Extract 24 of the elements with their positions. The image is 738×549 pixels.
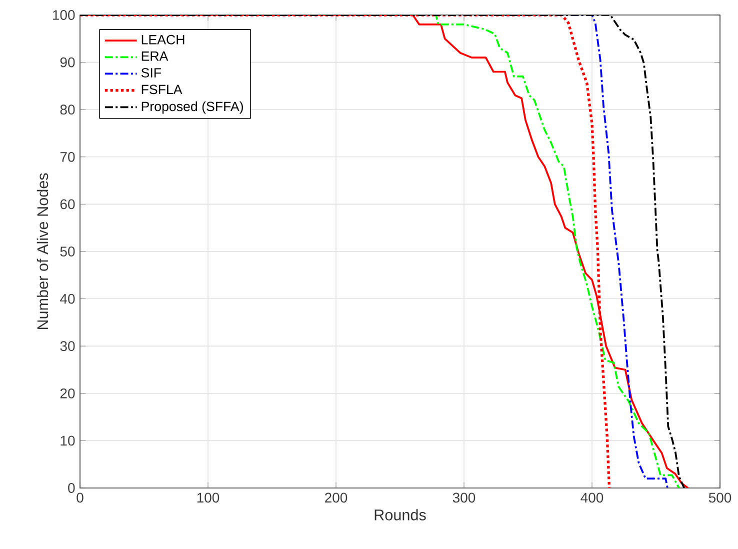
- x-tick-label: 300: [452, 492, 476, 503]
- x-tick-label: 100: [197, 492, 220, 503]
- x-tick-label: 0: [76, 492, 84, 503]
- y-tick-label: 10: [60, 436, 75, 446]
- legend-label: ERA: [142, 52, 168, 61]
- legend-label: LEACH: [142, 34, 184, 44]
- x-tick-label: 400: [580, 492, 604, 503]
- y-tick-label: 70: [60, 152, 75, 162]
- y-tick-label: 40: [60, 294, 75, 304]
- x-tick-label: 500: [708, 492, 732, 503]
- y-tick-label: 0: [68, 483, 75, 493]
- y-tick-label: 50: [60, 246, 75, 256]
- legend-label: Proposed (SFFA): [142, 101, 243, 114]
- x-axis-title: Rounds: [374, 509, 426, 520]
- y-tick-label: 20: [60, 388, 75, 398]
- legend-label: FSFLA: [142, 84, 182, 94]
- x-tick-label: 200: [325, 492, 348, 503]
- y-tick-label: 60: [60, 199, 75, 210]
- y-tick-label: 100: [53, 10, 75, 20]
- y-tick-label: 80: [60, 104, 75, 115]
- legend-label: SIF: [141, 68, 162, 78]
- y-axis-title: Number of Alive Nodes: [36, 173, 48, 330]
- y-tick-label: 90: [60, 57, 75, 68]
- y-tick-label: 30: [60, 341, 75, 352]
